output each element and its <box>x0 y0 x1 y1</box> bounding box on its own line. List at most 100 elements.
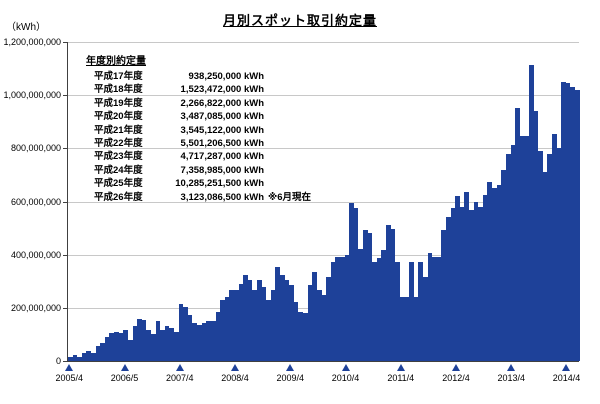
y-axis-tick-label: 400,000,000 <box>10 250 61 260</box>
legend-row: 平成22年度 5,501,206,500 kWh <box>94 137 311 150</box>
bar <box>275 266 281 361</box>
y-axis-tick <box>63 308 67 309</box>
bar <box>137 319 142 361</box>
legend-value: 10,285,251,500 kWh <box>175 178 264 190</box>
legend-row: 平成26年度 3,123,086,500 kWh ※6月現在 <box>94 191 311 204</box>
bar <box>390 229 396 361</box>
bar <box>376 258 382 361</box>
bar <box>104 336 110 361</box>
bar <box>515 108 520 361</box>
bar <box>238 284 244 361</box>
bar <box>413 297 419 361</box>
bar <box>551 133 557 361</box>
x-axis-tick-label: 2008/4 <box>221 373 249 383</box>
bar <box>312 271 317 361</box>
legend-note <box>264 164 311 177</box>
bar <box>247 280 253 361</box>
legend-value: 5,501,206,500 kWh <box>180 138 264 150</box>
bar <box>349 203 354 361</box>
bar <box>284 280 290 361</box>
y-axis-tick-label: 800,000,000 <box>10 143 61 153</box>
legend-row: 平成21年度 3,545,122,000 kWh <box>94 124 311 137</box>
bar <box>68 357 73 361</box>
bar <box>146 329 151 361</box>
legend-year-label: 平成23年度 <box>94 151 143 163</box>
bar <box>215 311 221 361</box>
bar <box>201 322 207 361</box>
bar <box>335 256 340 361</box>
legend-note <box>264 137 311 150</box>
bar <box>533 111 539 361</box>
bar <box>450 208 456 361</box>
bar <box>183 307 188 361</box>
bar <box>100 342 105 361</box>
bar <box>524 135 529 361</box>
legend-year-label: 平成24年度 <box>94 164 143 176</box>
bar <box>478 206 483 361</box>
y-axis-tick-label: 1,000,000,000 <box>3 90 61 100</box>
bar <box>528 65 534 361</box>
x-axis-tick-label: 2013/4 <box>497 373 525 383</box>
x-axis-tick-label: 2010/4 <box>331 373 360 383</box>
bar <box>358 248 363 361</box>
legend-note <box>264 177 311 190</box>
bar <box>538 151 543 361</box>
x-tick-triangle-icon <box>452 364 460 371</box>
x-tick-triangle-icon <box>120 364 129 371</box>
bar <box>409 261 414 361</box>
legend-year-label: 平成26年度 <box>94 191 143 203</box>
bar <box>220 300 225 361</box>
y-axis-tick-label: 1,200,000,000 <box>3 37 61 47</box>
bar <box>404 297 410 361</box>
legend-title: 年度別約定量 <box>86 56 146 67</box>
bar <box>427 252 433 361</box>
bar <box>233 290 239 361</box>
bar <box>381 250 387 361</box>
legend-row: 平成18年度 1,523,472,000 kWh <box>94 83 311 96</box>
x-tick-triangle-icon <box>231 364 240 371</box>
bar <box>252 290 257 361</box>
legend-note <box>264 83 311 96</box>
x-tick-triangle-icon <box>396 364 405 371</box>
bar <box>155 320 161 361</box>
bar <box>432 256 437 361</box>
bar <box>363 230 368 361</box>
bar <box>298 311 304 361</box>
legend-row: 平成25年度 10,285,251,500 kWh <box>94 177 311 190</box>
x-axis-tick-label: 2006/5 <box>110 373 139 383</box>
y-axis-tick <box>63 148 67 149</box>
y-axis-tick <box>63 95 67 96</box>
bar <box>81 352 87 361</box>
legend-box: 年度別約定量 平成17年度 938,250,000 kWh 平成18年度 1,523,… <box>86 52 311 204</box>
x-axis-tick-label: 2014/4 <box>552 373 581 383</box>
legend-year-label: 平成25年度 <box>94 178 143 190</box>
bars-container <box>68 42 580 361</box>
bar <box>206 320 211 361</box>
bar <box>132 326 138 361</box>
legend-row: 平成24年度 7,358,985,000 kWh <box>94 164 311 177</box>
y-axis-tick <box>63 202 67 203</box>
bar <box>487 181 493 361</box>
legend-value: 1,523,472,000 kWh <box>180 84 264 96</box>
bar <box>353 208 359 361</box>
bar <box>197 325 202 361</box>
legend-row: 平成19年度 2,266,822,000 kWh <box>94 97 311 110</box>
bar <box>455 196 460 361</box>
bar <box>224 296 230 361</box>
bar <box>556 148 562 361</box>
legend-note <box>264 124 311 137</box>
legend-year-label: 平成21年度 <box>94 124 143 136</box>
legend-note <box>264 97 311 110</box>
bar <box>229 290 234 361</box>
legend-row: 平成17年度 938,250,000 kWh <box>94 70 311 83</box>
y-gridline <box>68 95 579 96</box>
bar <box>386 225 391 361</box>
bar <box>575 89 580 361</box>
bar <box>293 301 299 361</box>
bar <box>150 333 156 361</box>
bar <box>256 280 262 361</box>
y-gridline <box>68 42 579 43</box>
bar <box>330 261 336 361</box>
bar <box>160 329 165 361</box>
legend-year-label: 平成18年度 <box>94 84 143 96</box>
